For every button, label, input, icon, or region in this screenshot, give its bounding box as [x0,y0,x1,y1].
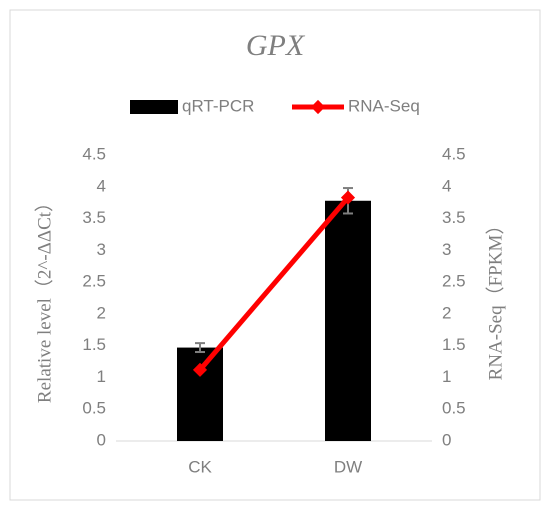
y-tick-label: 4.5 [82,144,106,163]
x-tick-label: DW [334,457,362,476]
y-tick-label: 2 [97,303,106,322]
y2-tick-label: 3.5 [442,208,466,227]
y2-tick-label: 0.5 [442,399,466,418]
legend-swatch [130,100,178,114]
y2-tick-label: 3 [442,240,451,259]
legend-label: qRT-PCR [182,96,254,115]
y2-tick-label: 1 [442,367,451,386]
chart-title: GPX [246,29,306,62]
marker [192,362,208,377]
y2-tick-label: 0 [442,430,451,449]
y2-tick-label: 2 [442,303,451,322]
y-tick-label: 0 [97,430,106,449]
y-tick-label: 0.5 [82,399,106,418]
y-tick-label: 4 [97,176,106,195]
y-axis-title: Relative level（2^-ΔΔCt） [33,193,55,403]
x-tick-label: CK [188,457,212,476]
y-tick-label: 1 [97,367,106,386]
y-tick-label: 3 [97,240,106,259]
line [198,195,350,372]
chart-border [9,9,541,501]
y2-tick-label: 4.5 [442,144,466,163]
bar [177,347,223,441]
marker [340,190,356,205]
bar [325,200,371,441]
y2-tick-label: 2.5 [442,272,466,291]
y2-axis-title: RNA-Seq（FPKM） [484,216,506,381]
y2-tick-label: 4 [442,176,451,195]
y-tick-label: 2.5 [82,272,106,291]
legend-marker [310,99,326,115]
error-bar [195,342,205,354]
y-tick-label: 3.5 [82,208,106,227]
legend-label: RNA-Seq [348,96,420,115]
y2-tick-label: 1.5 [442,335,466,354]
y-tick-label: 1.5 [82,335,106,354]
